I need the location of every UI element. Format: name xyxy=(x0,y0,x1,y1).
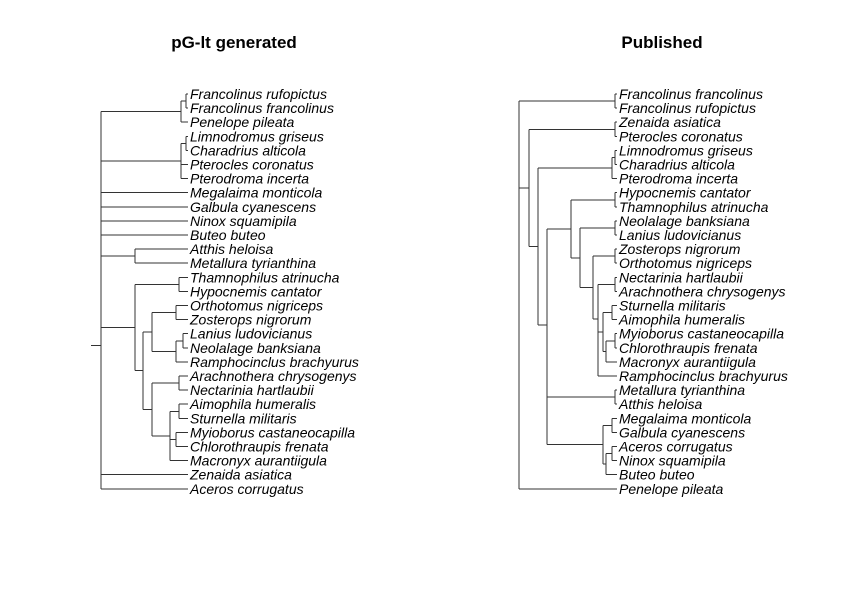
tip-label: Aceros corrugatus xyxy=(618,439,733,455)
tip-label: Aceros corrugatus xyxy=(189,481,304,497)
tip-label: Orthotomus nigriceps xyxy=(190,298,323,314)
right-tree-title: Published xyxy=(621,33,702,52)
tip-label: Buteo buteo xyxy=(619,467,695,483)
tip-label: Orthotomus nigriceps xyxy=(619,255,752,271)
tip-label: Aimophila humeralis xyxy=(618,312,745,328)
tip-label: Pterocles coronatus xyxy=(619,128,743,144)
tip-label: Metallura tyrianthina xyxy=(190,255,316,271)
tip-label: Galbula cyanescens xyxy=(190,199,316,215)
left-tree-branches xyxy=(91,93,188,490)
tip-label: Metallura tyrianthina xyxy=(619,382,745,398)
tip-label: Nectarinia hartlaubii xyxy=(619,269,744,285)
tip-label: Thamnophilus atrinucha xyxy=(619,199,769,215)
left-tree-panel: pG-lt generated Francolinus rufopictusFr… xyxy=(91,33,359,497)
tip-label: Nectarinia hartlaubii xyxy=(190,382,315,398)
tip-label: Ramphocinclus brachyurus xyxy=(619,368,788,384)
tip-label: Lanius ludovicianus xyxy=(619,227,741,243)
tip-label: Neolalage banksiana xyxy=(190,340,321,356)
tip-label: Arachnothera chrysogenys xyxy=(618,283,786,299)
tip-label: Pterodroma incerta xyxy=(619,171,738,187)
tip-label: Atthis heloisa xyxy=(189,241,273,257)
tip-label: Zosterops nigrorum xyxy=(618,241,741,257)
tip-label: Ninox squamipila xyxy=(619,453,726,469)
tip-label: Hypocnemis cantator xyxy=(619,185,752,201)
right-tree-panel: Published Francolinus francolinusFrancol… xyxy=(518,33,788,497)
tip-label: Lanius ludovicianus xyxy=(190,326,312,342)
tip-label: Charadrius alticola xyxy=(190,142,306,158)
tip-label: Francolinus rufopictus xyxy=(619,100,756,116)
tip-label: Sturnella militaris xyxy=(619,298,726,314)
tip-label: Thamnophilus atrinucha xyxy=(190,269,340,285)
tip-label: Francolinus rufopictus xyxy=(190,86,327,102)
tip-label: Chlorothraupis frenata xyxy=(190,439,329,455)
tip-label: Megalaima monticola xyxy=(619,410,751,426)
tip-label: Megalaima monticola xyxy=(190,185,322,201)
tip-label: Macronyx aurantiigula xyxy=(190,453,327,469)
left-tree-title: pG-lt generated xyxy=(171,33,297,52)
tip-label: Myioborus castaneocapilla xyxy=(619,326,784,342)
tip-label: Limnodromus griseus xyxy=(190,128,324,144)
tip-label: Penelope pileata xyxy=(190,114,295,130)
tip-label: Limnodromus griseus xyxy=(619,142,753,158)
tip-label: Francolinus francolinus xyxy=(190,100,334,116)
tip-label: Pterodroma incerta xyxy=(190,171,309,187)
tip-label: Penelope pileata xyxy=(619,481,724,497)
tip-label: Hypocnemis cantator xyxy=(190,283,323,299)
tip-label: Pterocles coronatus xyxy=(190,157,314,173)
tip-label: Ninox squamipila xyxy=(190,213,297,229)
tip-label: Arachnothera chrysogenys xyxy=(189,368,357,384)
tip-label: Macronyx aurantiigula xyxy=(619,354,756,370)
tip-label: Zenaida asiatica xyxy=(618,114,721,130)
tip-label: Sturnella militaris xyxy=(190,410,297,426)
tip-label: Myioborus castaneocapilla xyxy=(190,424,355,440)
tip-label: Francolinus francolinus xyxy=(619,86,763,102)
tip-label: Zosterops nigrorum xyxy=(189,312,312,328)
tip-label: Chlorothraupis frenata xyxy=(619,340,758,356)
tip-label: Zenaida asiatica xyxy=(189,467,292,483)
tip-label: Aimophila humeralis xyxy=(189,396,316,412)
right-tree-branches xyxy=(518,93,617,490)
tip-label: Buteo buteo xyxy=(190,227,266,243)
tip-label: Ramphocinclus brachyurus xyxy=(190,354,359,370)
tip-label: Atthis heloisa xyxy=(618,396,702,412)
tip-label: Galbula cyanescens xyxy=(619,424,745,440)
tip-label: Charadrius alticola xyxy=(619,157,735,173)
tip-label: Neolalage banksiana xyxy=(619,213,750,229)
